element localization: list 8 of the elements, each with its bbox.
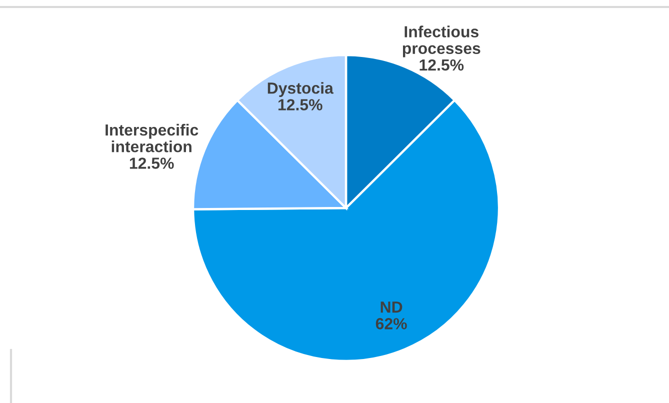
data-label: 12.5%: [130, 158, 174, 169]
slice-label: ND: [380, 302, 402, 313]
data-label: 12.5%: [420, 59, 464, 71]
slice-label: Dystocia: [268, 82, 334, 97]
slice-label: Infectious processes: [402, 26, 480, 58]
slice-label: Interspecific interaction: [106, 124, 198, 152]
data-label: 12.5%: [278, 99, 322, 110]
data-label: 62%: [376, 318, 407, 330]
